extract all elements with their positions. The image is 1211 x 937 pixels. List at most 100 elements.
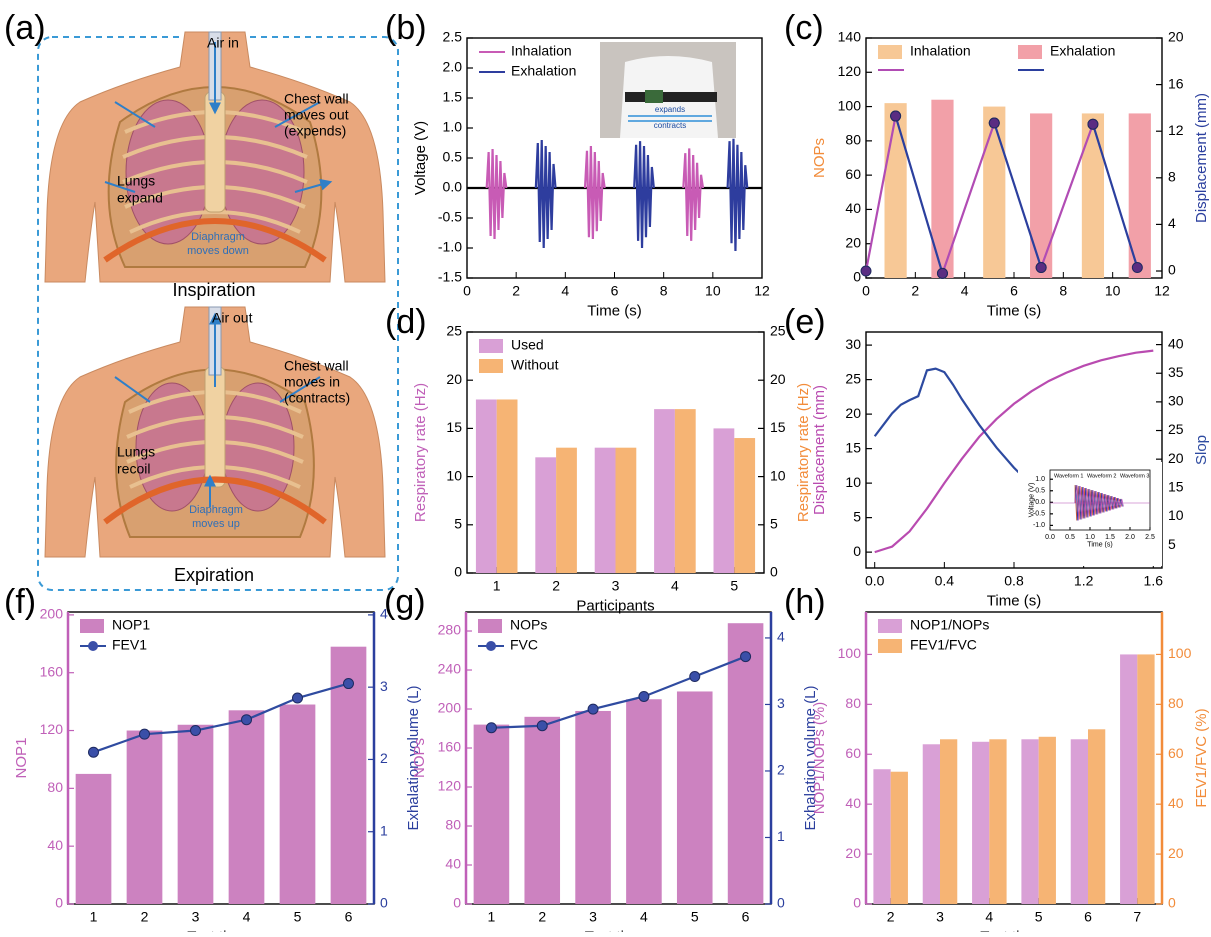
y-tick-label: 10 bbox=[845, 474, 861, 490]
legend-label: FEV1/FVC bbox=[910, 637, 977, 653]
x-axis-label: Test times bbox=[980, 929, 1048, 932]
marker bbox=[741, 652, 751, 662]
y2-tick-label: 40 bbox=[1168, 335, 1184, 351]
x-tick-label: 1 bbox=[488, 909, 496, 925]
x-tick-label: 7 bbox=[1133, 909, 1141, 925]
y-tick-label: 2.5 bbox=[443, 29, 463, 45]
legend-swatch bbox=[1018, 45, 1042, 59]
y-tick-label: 200 bbox=[40, 606, 64, 622]
y-tick-label: 20 bbox=[845, 845, 861, 861]
y2-tick-label: 30 bbox=[1168, 393, 1184, 409]
y-axis-label: Voltage (V) bbox=[412, 121, 429, 195]
marker bbox=[989, 118, 999, 128]
y2-axis-label: Respiratory rate (Hz) bbox=[795, 383, 812, 522]
y-tick-label: 20 bbox=[845, 234, 861, 250]
y-tick-label: 1.0 bbox=[1035, 476, 1045, 483]
annotation: moves out bbox=[284, 107, 349, 123]
bar bbox=[474, 725, 510, 904]
legend-swatch bbox=[80, 619, 104, 633]
line bbox=[536, 139, 747, 251]
annotation: Chest wall bbox=[284, 91, 349, 107]
caption: Inspiration bbox=[172, 280, 255, 300]
x-tick-label: 3 bbox=[936, 909, 944, 925]
marker bbox=[937, 268, 947, 278]
plot-frame bbox=[466, 612, 771, 904]
y2-tick-label: 0 bbox=[777, 895, 785, 911]
x-tick-label: 12 bbox=[1154, 283, 1170, 299]
y2-tick-label: 16 bbox=[1168, 75, 1184, 91]
y-tick-label: 5 bbox=[454, 516, 462, 532]
annotation: Lungs bbox=[117, 173, 155, 189]
annotation: Diaphragm bbox=[191, 231, 245, 243]
y-tick-label: -1.5 bbox=[438, 269, 462, 285]
x-tick-label: 8 bbox=[1059, 283, 1067, 299]
y2-tick-label: 20 bbox=[770, 371, 786, 387]
y-tick-label: 120 bbox=[438, 778, 462, 794]
photo-device bbox=[645, 90, 663, 103]
y-axis-label: NOP1 bbox=[13, 738, 30, 779]
y-tick-label: 1.0 bbox=[443, 119, 463, 135]
marker bbox=[191, 726, 201, 736]
y-tick-label: 25 bbox=[845, 370, 861, 386]
caption: Expiration bbox=[174, 565, 254, 585]
x-tick-label: 2 bbox=[911, 283, 919, 299]
y-tick-label: 120 bbox=[838, 63, 862, 79]
legend-label: Without bbox=[511, 357, 559, 373]
x-tick-label: 3 bbox=[589, 909, 597, 925]
x-tick-label: 10 bbox=[705, 283, 721, 299]
bar bbox=[127, 731, 163, 904]
bar bbox=[885, 103, 907, 278]
bar bbox=[940, 739, 957, 904]
y2-tick-label: 60 bbox=[1168, 745, 1184, 761]
inset-label: Waveform 1 bbox=[1054, 473, 1083, 479]
y2-tick-label: 8 bbox=[1168, 169, 1176, 185]
legend-swatch bbox=[878, 639, 902, 653]
y-tick-label: 30 bbox=[845, 336, 861, 352]
x-tick-label: 2 bbox=[552, 578, 560, 594]
bar bbox=[1088, 729, 1105, 904]
y-tick-label: 40 bbox=[845, 200, 861, 216]
x-tick-label: 0.4 bbox=[935, 573, 955, 589]
inset-label: Waveform 3 bbox=[1120, 473, 1149, 479]
bar bbox=[76, 774, 112, 904]
y2-tick-label: 0 bbox=[380, 895, 388, 911]
marker bbox=[588, 704, 598, 714]
y2-tick-label: 20 bbox=[1168, 450, 1184, 466]
panel-label: (d) bbox=[385, 303, 427, 341]
bar bbox=[989, 739, 1006, 904]
y2-tick-label: 1 bbox=[777, 828, 785, 844]
x-tick-label: 6 bbox=[1010, 283, 1018, 299]
bar bbox=[677, 691, 713, 904]
x-tick-label: 2.0 bbox=[1125, 534, 1135, 541]
y-tick-label: 2.0 bbox=[443, 59, 463, 75]
y-axis-label: Voltage (V) bbox=[1029, 483, 1036, 518]
bar bbox=[626, 699, 662, 904]
x-axis-label: Time (s) bbox=[587, 303, 641, 320]
y2-axis-label: Slop bbox=[1193, 435, 1210, 465]
x-tick-label: 2 bbox=[141, 909, 149, 925]
y-tick-label: 0.5 bbox=[443, 149, 463, 165]
bar bbox=[1082, 113, 1104, 278]
figure: (a) Air in Chest wall moves out (expends… bbox=[0, 0, 1211, 932]
y2-tick-label: 0 bbox=[1168, 262, 1176, 278]
y-tick-label: 40 bbox=[845, 795, 861, 811]
legend-swatch bbox=[878, 619, 902, 633]
y-tick-label: 0 bbox=[453, 895, 461, 911]
y-tick-label: 0.0 bbox=[443, 179, 463, 195]
inset-label: Waveform 2 bbox=[1087, 473, 1116, 479]
y-tick-label: 0 bbox=[454, 564, 462, 580]
y-tick-label: 20 bbox=[845, 405, 861, 421]
x-axis-label: Test times bbox=[187, 929, 255, 932]
bar bbox=[595, 448, 616, 573]
y2-axis-label: Displacement (mm) bbox=[1193, 93, 1210, 223]
y-tick-label: 60 bbox=[845, 745, 861, 761]
y-axis-label: NOP1/NOPs (%) bbox=[811, 702, 828, 815]
y2-tick-label: 80 bbox=[1168, 695, 1184, 711]
marker bbox=[639, 691, 649, 701]
photo-label: expands bbox=[655, 105, 685, 114]
bar bbox=[923, 744, 940, 904]
photo-belt bbox=[625, 92, 717, 102]
x-tick-label: 4 bbox=[561, 283, 569, 299]
x-tick-label: 2 bbox=[512, 283, 520, 299]
x-tick-label: 8 bbox=[660, 283, 668, 299]
